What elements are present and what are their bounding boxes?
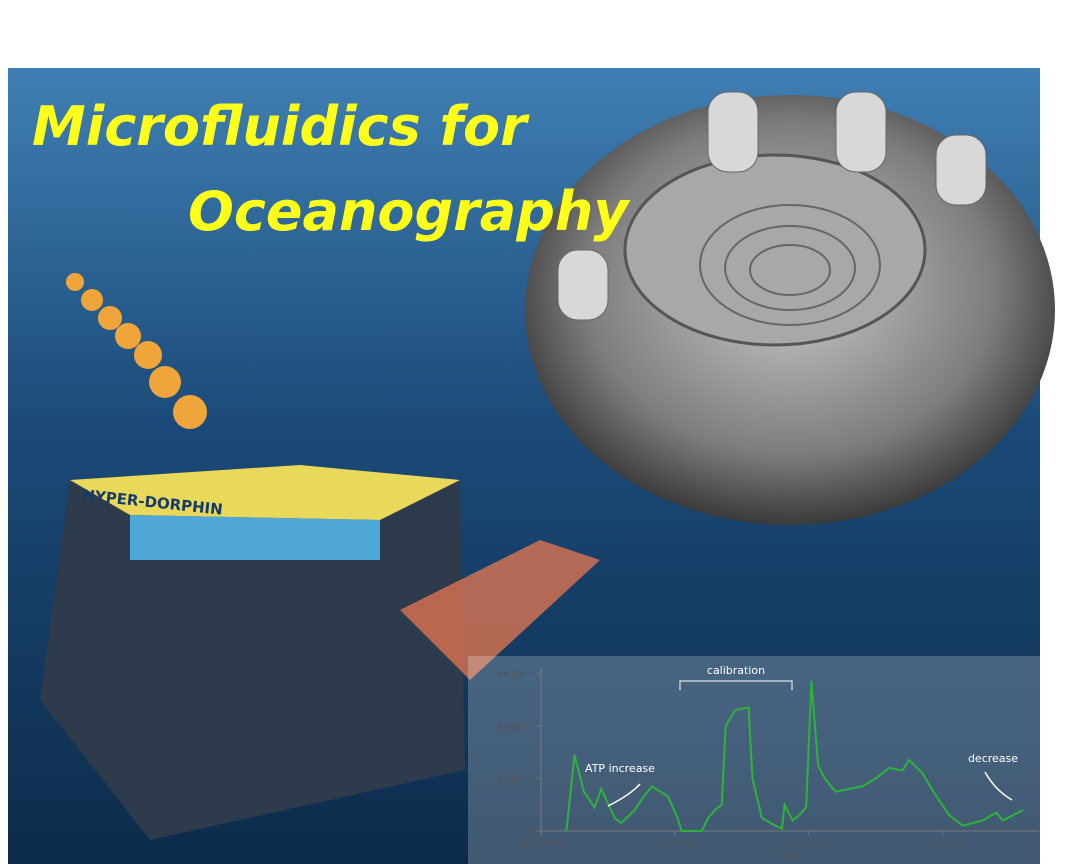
annotation: decrease [968,752,1018,765]
rov-stripe [130,515,380,560]
light-beam [400,540,600,680]
annotation: calibration [707,664,765,677]
x-tick-label: 10:00:00 [786,838,831,849]
calibration-bracket [679,680,793,690]
x-axis-label: Time [777,852,802,863]
title-line: Oceanography [188,180,631,243]
device-spiral [699,204,881,326]
y-tick-label: 4x10⁻¹¹ [497,722,535,733]
rov-top [70,465,460,520]
annotation-arrow [984,771,1013,801]
data-line [565,681,1024,832]
y-tick-label: 6x10⁻¹¹ [497,669,535,680]
x-tick-label: 09:00:00 [652,838,697,849]
annotation-arrow [607,783,641,807]
title-line: Microfluidics for [32,95,530,158]
buoy-chain [66,273,207,429]
annotation: ATP increase [585,762,655,775]
device-ports [557,91,987,321]
y-tick-label: 0 [528,827,535,838]
device-center [623,153,927,347]
y-tick-label: 2x10⁻¹¹ [497,774,535,785]
x-tick-label: 11:00:00 [920,838,965,849]
chart-panel [468,656,1040,864]
x-tick-label: 08:00:00 [519,838,564,849]
